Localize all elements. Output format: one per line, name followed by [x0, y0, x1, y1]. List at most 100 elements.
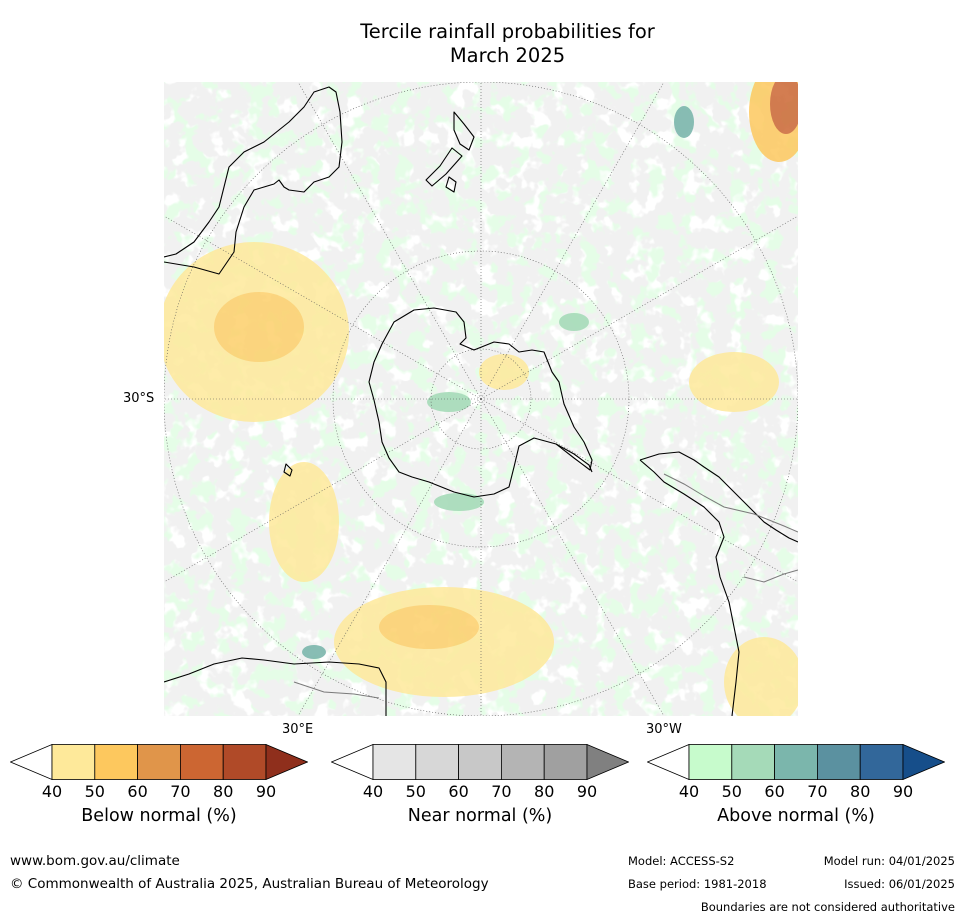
colorbar-above-bin-2 [774, 744, 818, 780]
model-run-text: Model run: 04/01/2025 [823, 854, 955, 868]
meridian-150a [480, 398, 798, 583]
legend-above-tick-40: 40 [678, 782, 700, 801]
below-region-northeast-core [770, 82, 798, 134]
title-line-1: Tercile rainfall probabilities for [360, 20, 655, 43]
legend-above-tick-50: 50 [721, 782, 742, 801]
longitude-label-30w: 30°W [646, 722, 682, 737]
above-patch-5 [559, 313, 589, 331]
colorbar-below-bin-3 [179, 744, 224, 780]
disclaimer-text: Boundaries are not considered authoritat… [700, 900, 955, 914]
south-america-coastline [639, 451, 798, 543]
longitude-label-30e: 30°E [282, 722, 314, 737]
south-america-interior-border [743, 569, 798, 583]
legend-near-tick-70: 70 [491, 782, 512, 801]
legend-above-tick-80: 80 [850, 782, 871, 801]
legend-near-tick-60: 60 [448, 782, 469, 801]
legend-below-tick-40: 40 [41, 782, 63, 801]
above-patch-2 [427, 392, 471, 412]
legend-below-normal-title: Below normal (%) [81, 806, 237, 826]
colorbar-above-bin-1 [731, 744, 776, 780]
colorbar-near-bin-3 [500, 744, 545, 780]
meridian-120b [297, 82, 482, 400]
colorbar-near-bin-4 [543, 744, 588, 780]
argentina-chile-border [663, 473, 798, 533]
southern-africa-border [293, 681, 380, 699]
africa-coastline [164, 657, 387, 716]
coastlines [164, 86, 798, 716]
colorbar-near [331, 744, 629, 780]
colorbar-below-bin-1 [94, 744, 139, 780]
legend-below-tick-50: 50 [84, 782, 105, 801]
new-zealand-south [425, 147, 463, 187]
colorbar-above-extend-low [647, 744, 690, 780]
latitude-circle-80s [430, 348, 532, 450]
above-normal-strong-patches [302, 106, 694, 659]
madagascar-coastline [283, 463, 293, 477]
polar-map [164, 82, 798, 716]
legend-near-normal: 40 50 60 70 80 90 Near normal (%) [331, 744, 629, 826]
colorbar-above-bin-0 [688, 744, 733, 780]
latitude-label-30s: 30°S [123, 391, 155, 406]
legend-below-normal-bar [10, 744, 308, 780]
above-patch-4 [302, 645, 326, 659]
legend-above-normal-title: Above normal (%) [717, 806, 875, 826]
antarctica-coastline [368, 307, 593, 498]
legend-below-normal-ticks: 40 50 60 70 80 90 [10, 782, 308, 802]
below-region-southwest [269, 462, 339, 582]
legend-near-tick-40: 40 [362, 782, 384, 801]
polar-map-svg [164, 82, 798, 716]
legend-near-normal-ticks: 40 50 60 70 80 90 [331, 782, 629, 802]
country-borders [293, 473, 798, 699]
colorbar-below-bin-2 [137, 744, 181, 780]
colorbar-below-bin-4 [222, 744, 267, 780]
colorbar-below [10, 744, 308, 780]
legend-below-tick-70: 70 [170, 782, 191, 801]
base-period-text: Base period: 1981-2018 [628, 877, 767, 891]
colorbar-below-extend-low [10, 744, 53, 780]
colorbar-above [647, 744, 945, 780]
meridian-60b [297, 398, 482, 716]
south-america-west-coast [639, 459, 740, 716]
map-title: Tercile rainfall probabilities for March… [0, 20, 965, 68]
colorbar-near-extend-high [586, 744, 629, 780]
meridian-30b [164, 398, 482, 583]
antarctic-peninsula [555, 443, 593, 473]
below-region-east [689, 352, 779, 412]
colorbar-near-extend-low [331, 744, 374, 780]
below-region-pole [479, 354, 529, 390]
legend-above-tick-60: 60 [764, 782, 785, 801]
meridian-60a [480, 82, 665, 400]
legend-below-tick-60: 60 [127, 782, 148, 801]
legend-above-normal: 40 50 60 70 80 90 Above normal (%) [647, 744, 945, 826]
legend-near-tick-50: 50 [405, 782, 426, 801]
legend-near-tick-80: 80 [534, 782, 555, 801]
colorbar-above-extend-high [902, 744, 945, 780]
legend-near-normal-title: Near normal (%) [407, 806, 553, 826]
colorbar-above-bin-4 [859, 744, 904, 780]
new-zealand-north [453, 111, 475, 151]
below-normal-regions [164, 82, 798, 716]
colorbar-near-bin-1 [415, 744, 460, 780]
colorbar-near-bin-2 [458, 744, 502, 780]
tasmania-coastline [445, 176, 457, 193]
website-link[interactable]: www.bom.gov.au/climate [10, 853, 180, 869]
legend-below-tick-80: 80 [213, 782, 234, 801]
legend-near-tick-90: 90 [576, 782, 598, 801]
graticule [164, 82, 798, 716]
legend-below-tick-90: 90 [255, 782, 277, 801]
above-patch-1 [674, 106, 694, 138]
above-patch-3 [434, 493, 484, 511]
legend-above-normal-bar [647, 744, 945, 780]
colorbar-near-bin-0 [372, 744, 417, 780]
meridian-150b [164, 215, 482, 400]
legend-above-normal-ticks: 40 50 60 70 80 90 [647, 782, 945, 802]
below-region-southeast [724, 637, 798, 716]
colorbar-below-bin-0 [51, 744, 96, 780]
colorbar-above-bin-3 [816, 744, 861, 780]
below-region-west-core [214, 292, 304, 362]
legend-above-tick-90: 90 [892, 782, 914, 801]
issued-text: Issued: 06/01/2025 [844, 877, 955, 891]
copyright-text: © Commonwealth of Australia 2025, Austra… [10, 876, 489, 892]
below-region-south-core [379, 605, 479, 649]
title-line-2: March 2025 [449, 44, 566, 67]
